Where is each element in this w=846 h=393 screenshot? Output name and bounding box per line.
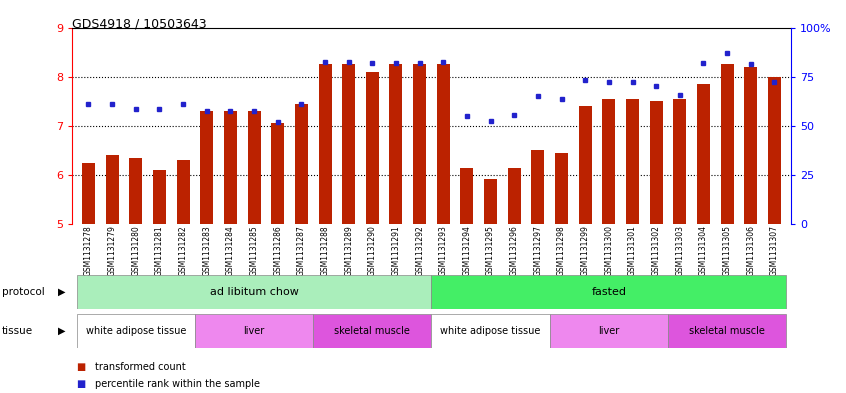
Bar: [437, 64, 450, 224]
Text: ▶: ▶: [58, 287, 65, 297]
Bar: [201, 111, 213, 224]
Bar: [295, 104, 308, 224]
Text: protocol: protocol: [2, 287, 45, 297]
Text: transformed count: transformed count: [95, 362, 185, 373]
Bar: [413, 64, 426, 224]
Bar: [82, 163, 95, 224]
Bar: [313, 314, 431, 348]
Bar: [431, 314, 550, 348]
Text: skeletal muscle: skeletal muscle: [689, 326, 765, 336]
Text: skeletal muscle: skeletal muscle: [334, 326, 410, 336]
Bar: [508, 167, 521, 224]
Text: ■: ■: [76, 362, 85, 373]
Bar: [673, 99, 686, 224]
Bar: [697, 84, 710, 224]
Text: percentile rank within the sample: percentile rank within the sample: [95, 379, 260, 389]
Bar: [106, 155, 118, 224]
Text: white adipose tissue: white adipose tissue: [441, 326, 541, 336]
Text: white adipose tissue: white adipose tissue: [85, 326, 186, 336]
Bar: [744, 67, 757, 224]
Bar: [484, 179, 497, 224]
Bar: [550, 314, 668, 348]
Bar: [389, 64, 403, 224]
Bar: [579, 106, 591, 224]
Text: tissue: tissue: [2, 326, 33, 336]
Bar: [153, 170, 166, 224]
Bar: [318, 64, 332, 224]
Text: ad libitum chow: ad libitum chow: [210, 287, 299, 297]
Bar: [77, 314, 195, 348]
Bar: [768, 77, 781, 224]
Text: ■: ■: [76, 379, 85, 389]
Bar: [460, 167, 474, 224]
Text: liver: liver: [598, 326, 619, 336]
Bar: [721, 64, 733, 224]
Bar: [431, 275, 786, 309]
Bar: [650, 101, 662, 224]
Bar: [531, 150, 545, 224]
Bar: [177, 160, 190, 224]
Text: ▶: ▶: [58, 326, 65, 336]
Text: fasted: fasted: [591, 287, 626, 297]
Bar: [248, 111, 261, 224]
Bar: [272, 123, 284, 224]
Bar: [129, 158, 142, 224]
Bar: [77, 275, 431, 309]
Text: GDS4918 / 10503643: GDS4918 / 10503643: [72, 18, 206, 31]
Bar: [342, 64, 355, 224]
Text: liver: liver: [244, 326, 265, 336]
Bar: [602, 99, 615, 224]
Bar: [668, 314, 786, 348]
Bar: [224, 111, 237, 224]
Bar: [195, 314, 313, 348]
Bar: [626, 99, 639, 224]
Bar: [365, 72, 379, 224]
Bar: [555, 153, 568, 224]
